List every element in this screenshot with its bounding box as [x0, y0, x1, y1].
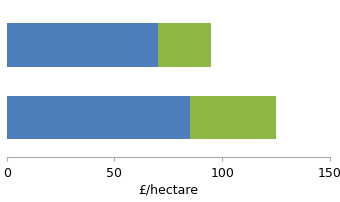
Bar	[7, 24, 157, 67]
Bar	[157, 24, 211, 67]
Bar	[7, 96, 190, 140]
Bar	[190, 96, 276, 140]
X-axis label: £/hectare: £/hectare	[138, 182, 198, 195]
